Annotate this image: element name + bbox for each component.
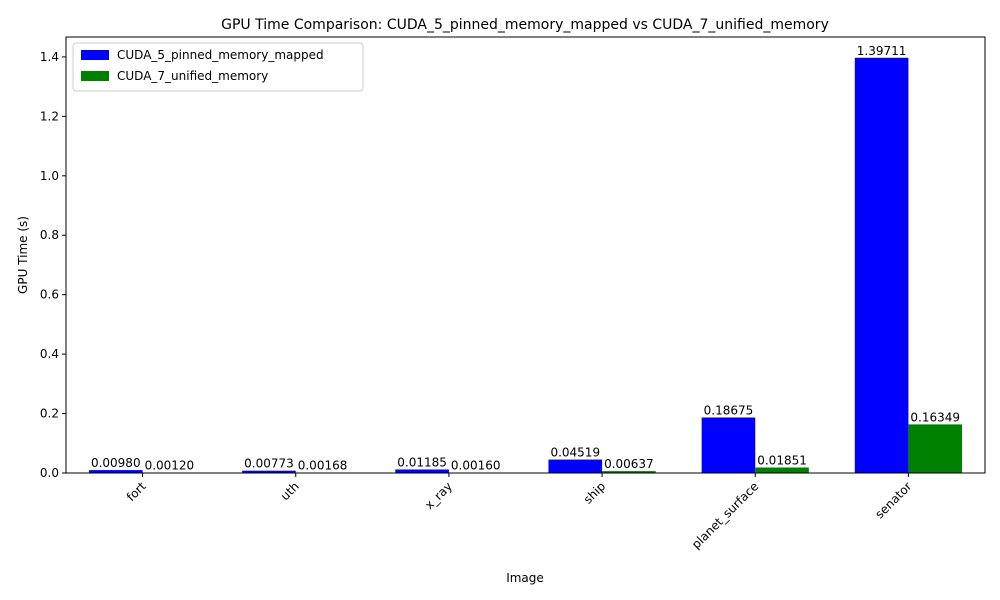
x-tick-label-planet_surface: planet_surface <box>689 479 761 551</box>
legend-box <box>72 42 364 92</box>
chart-title: GPU Time Comparison: CUDA_5_pinned_memor… <box>221 17 829 33</box>
data-label-planet_surface-series-0: 0.18675 <box>704 403 754 417</box>
y-tick-label: 1.4 <box>40 50 59 64</box>
bar-senator-series-1 <box>908 424 963 473</box>
data-label-planet_surface-series-1: 0.01851 <box>757 453 807 467</box>
y-tick-label: 0.4 <box>40 347 59 361</box>
plot-area: 0.00980 0.00773 0.01185 0.04519 0.18675 1.397… <box>40 36 986 552</box>
bar-fort-series-0 <box>88 470 143 473</box>
bar-planet_surface-series-0 <box>701 417 756 473</box>
legend-swatch-series-0 <box>81 50 109 60</box>
bar-planet_surface-series-1 <box>755 467 809 473</box>
plot-frame <box>65 36 986 474</box>
data-label-senator-series-0: 1.39711 <box>857 44 907 58</box>
x-tick-label-x_ray: x_ray <box>422 479 455 512</box>
data-label-uth-series-1: 0.00168 <box>298 459 348 473</box>
legend-label-series-0: CUDA_5_pinned_memory_mapped <box>117 48 324 62</box>
y-tick-label: 1.2 <box>40 109 59 123</box>
x-tick-label-uth: uth <box>278 479 302 503</box>
data-label-fort-series-1: 0.00120 <box>145 459 195 473</box>
y-tick-label: 0.2 <box>40 407 59 421</box>
x-tick-label-ship: ship <box>581 479 608 506</box>
bar-uth-series-0 <box>242 470 296 473</box>
bar-senator-series-0 <box>854 57 909 474</box>
x-tick-label-fort: fort <box>124 479 149 504</box>
y-tick-label: 0.0 <box>40 466 59 480</box>
legend-label-series-1: CUDA_7_unified_memory <box>117 69 268 83</box>
data-label-uth-series-0: 0.00773 <box>244 457 294 471</box>
data-label-x_ray-series-0: 0.01185 <box>397 455 447 469</box>
data-label-senator-series-1: 0.16349 <box>910 410 960 424</box>
data-label-fort-series-0: 0.00980 <box>91 456 141 470</box>
legend-swatch-series-1 <box>81 71 109 81</box>
y-tick-label: 1.0 <box>40 169 59 183</box>
bar-ship-series-1 <box>602 471 656 473</box>
bar-x_ray-series-0 <box>395 469 449 473</box>
data-label-ship-series-1: 0.00637 <box>604 457 654 471</box>
x-tick-label-senator: senator <box>872 479 914 521</box>
x-axis-label: Image <box>506 571 544 585</box>
y-tick-label: 0.8 <box>40 228 59 242</box>
data-label-x_ray-series-1: 0.00160 <box>451 459 501 473</box>
bar-ship-series-0 <box>548 459 603 473</box>
data-label-ship-series-0: 0.04519 <box>550 446 600 460</box>
y-axis-label: GPU Time (s) <box>16 216 30 294</box>
y-tick-label: 0.6 <box>40 288 59 302</box>
